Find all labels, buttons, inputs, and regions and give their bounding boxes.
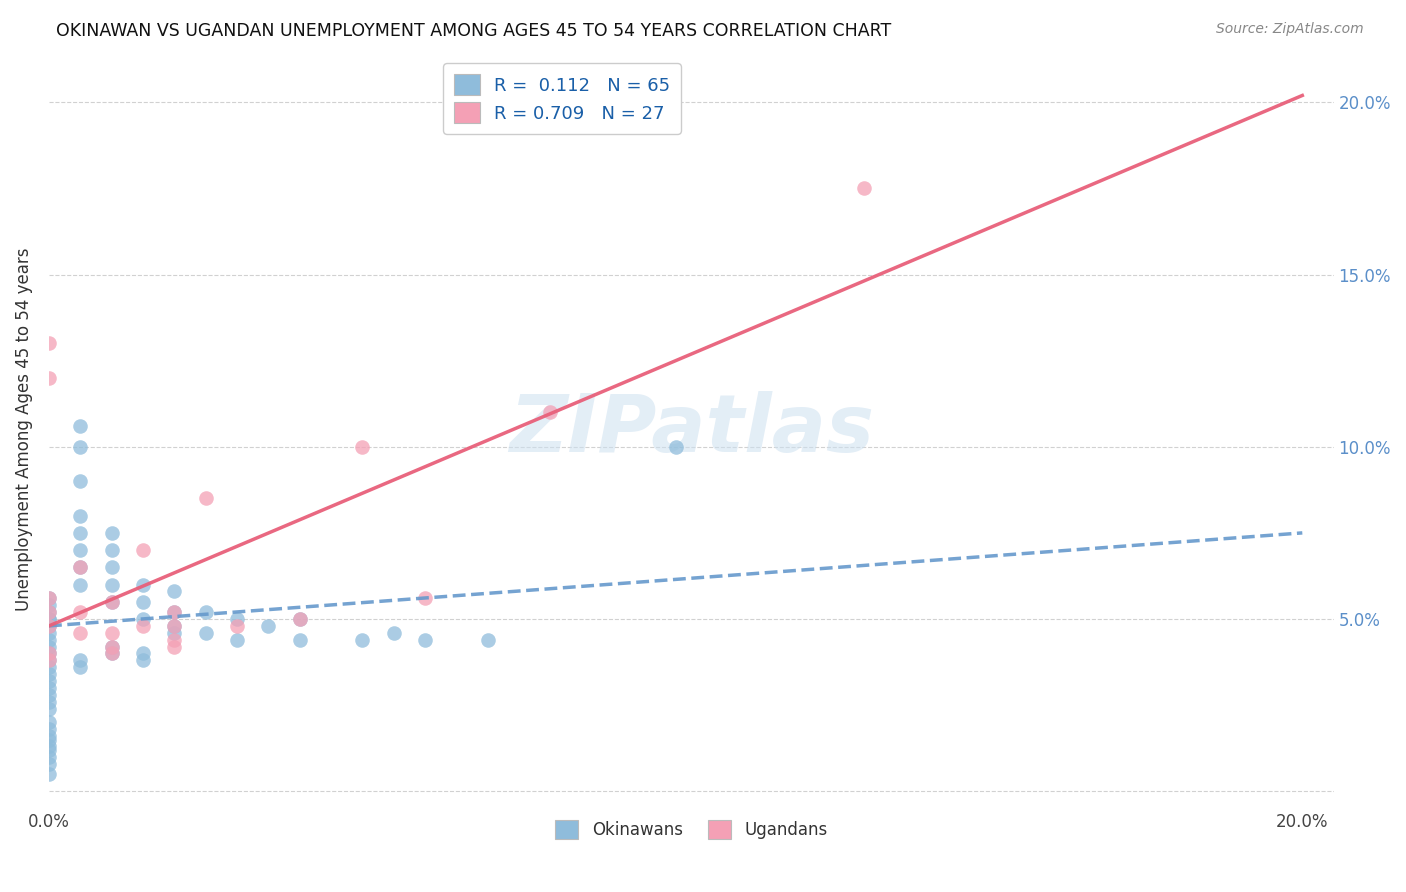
Point — [38, 612, 60, 626]
Point — [38, 632, 60, 647]
Point — [100, 647, 122, 661]
Point — [38, 647, 60, 661]
Point — [100, 560, 122, 574]
Point — [132, 612, 155, 626]
Point — [38, 605, 60, 619]
Point — [665, 440, 688, 454]
Point — [100, 647, 122, 661]
Point — [288, 632, 311, 647]
Point — [163, 605, 186, 619]
Point — [69, 543, 91, 558]
Point — [69, 560, 91, 574]
Point — [382, 625, 405, 640]
Point — [38, 695, 60, 709]
Point — [352, 632, 374, 647]
Point — [852, 181, 875, 195]
Point — [194, 491, 217, 506]
Point — [413, 591, 436, 606]
Point — [69, 560, 91, 574]
Point — [163, 605, 186, 619]
Point — [100, 525, 122, 540]
Point — [38, 681, 60, 695]
Point — [69, 419, 91, 434]
Point — [163, 619, 186, 633]
Point — [69, 440, 91, 454]
Point — [100, 543, 122, 558]
Point — [38, 599, 60, 613]
Y-axis label: Unemployment Among Ages 45 to 54 years: Unemployment Among Ages 45 to 54 years — [15, 248, 32, 611]
Point — [69, 605, 91, 619]
Text: OKINAWAN VS UGANDAN UNEMPLOYMENT AMONG AGES 45 TO 54 YEARS CORRELATION CHART: OKINAWAN VS UGANDAN UNEMPLOYMENT AMONG A… — [56, 22, 891, 40]
Point — [38, 612, 60, 626]
Point — [38, 715, 60, 730]
Point — [100, 595, 122, 609]
Point — [132, 577, 155, 591]
Text: Source: ZipAtlas.com: Source: ZipAtlas.com — [1216, 22, 1364, 37]
Point — [38, 739, 60, 754]
Point — [38, 647, 60, 661]
Point — [69, 577, 91, 591]
Point — [38, 653, 60, 667]
Point — [38, 371, 60, 385]
Point — [38, 625, 60, 640]
Point — [226, 619, 249, 633]
Point — [38, 640, 60, 654]
Point — [38, 729, 60, 743]
Text: ZIPatlas: ZIPatlas — [509, 391, 873, 468]
Point — [163, 584, 186, 599]
Legend: Okinawans, Ugandans: Okinawans, Ugandans — [548, 813, 834, 846]
Point — [352, 440, 374, 454]
Point — [163, 625, 186, 640]
Point — [288, 612, 311, 626]
Point — [69, 653, 91, 667]
Point — [38, 605, 60, 619]
Point — [38, 701, 60, 715]
Point — [38, 723, 60, 737]
Point — [69, 525, 91, 540]
Point — [100, 595, 122, 609]
Point — [163, 619, 186, 633]
Point — [69, 474, 91, 488]
Point — [38, 743, 60, 757]
Point — [100, 625, 122, 640]
Point — [226, 612, 249, 626]
Point — [226, 632, 249, 647]
Point — [38, 673, 60, 688]
Point — [194, 605, 217, 619]
Point — [38, 653, 60, 667]
Point — [100, 577, 122, 591]
Point — [38, 767, 60, 781]
Point — [288, 612, 311, 626]
Point — [163, 632, 186, 647]
Point — [38, 619, 60, 633]
Point — [38, 756, 60, 771]
Point — [132, 653, 155, 667]
Point — [38, 749, 60, 764]
Point — [38, 336, 60, 351]
Point — [38, 688, 60, 702]
Point — [477, 632, 499, 647]
Point — [100, 640, 122, 654]
Point — [257, 619, 280, 633]
Point — [413, 632, 436, 647]
Point — [132, 595, 155, 609]
Point — [38, 660, 60, 674]
Point — [194, 625, 217, 640]
Point — [132, 619, 155, 633]
Point — [38, 667, 60, 681]
Point — [163, 640, 186, 654]
Point — [38, 619, 60, 633]
Point — [69, 625, 91, 640]
Point — [132, 543, 155, 558]
Point — [100, 640, 122, 654]
Point — [69, 508, 91, 523]
Point — [38, 591, 60, 606]
Point — [538, 405, 561, 419]
Point — [38, 732, 60, 747]
Point — [38, 591, 60, 606]
Point — [132, 647, 155, 661]
Point — [69, 660, 91, 674]
